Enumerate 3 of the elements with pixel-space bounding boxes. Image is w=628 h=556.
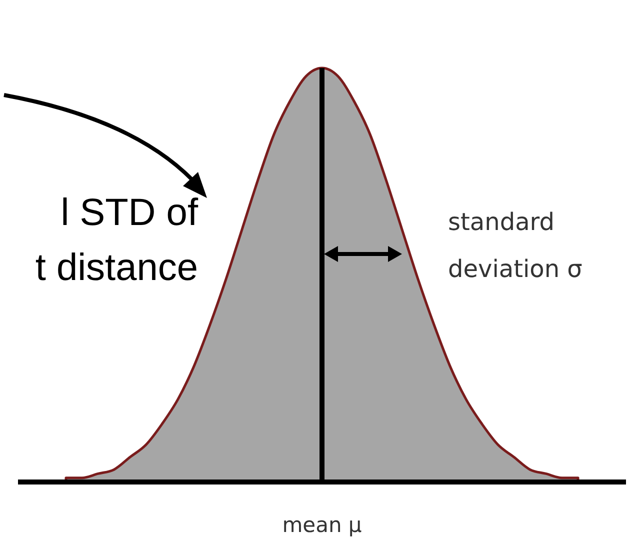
annotation: l STD of t distance <box>35 192 198 289</box>
text: mean μ <box>282 513 362 537</box>
annotation: standard deviation σ <box>448 208 582 283</box>
